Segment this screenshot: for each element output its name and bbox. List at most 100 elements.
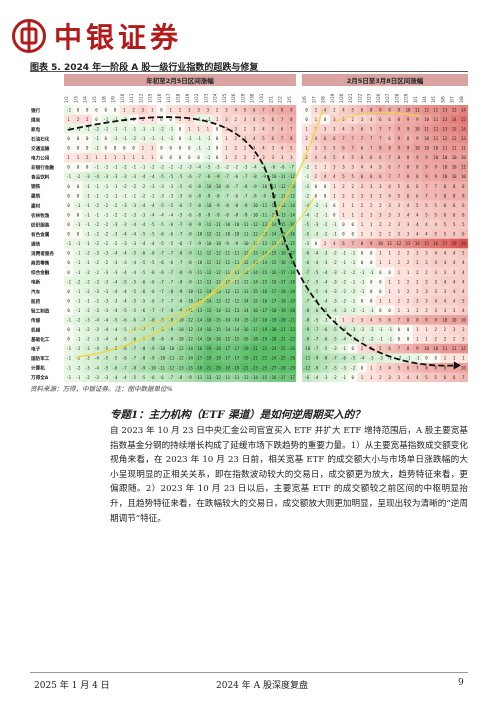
cell-value: -6: [150, 251, 155, 256]
heat-cell: [412, 210, 423, 220]
heat-cell: [91, 200, 102, 211]
cell-value: -10: [214, 241, 222, 246]
heat-cell: [320, 171, 330, 182]
cell-value: -9: [187, 279, 192, 284]
heat-cell: [366, 238, 376, 249]
heat-cell: [338, 171, 349, 182]
heat-cell: [249, 267, 260, 278]
cell-value: 15: [461, 117, 466, 122]
row-label: 电新: [31, 279, 41, 286]
date-tick-label: 3/8: [459, 96, 464, 103]
heat-cell: [64, 305, 74, 316]
cell-value: 8: [416, 318, 419, 323]
heat-cell: [458, 162, 468, 173]
heat-cell: [119, 229, 130, 239]
cell-value: -21: [278, 327, 286, 332]
heat-cell: [138, 353, 148, 364]
cell-value: 0: [86, 136, 89, 141]
heat-cell: [302, 257, 312, 268]
cell-value: 0: [352, 232, 355, 237]
heat-cell: [221, 162, 232, 173]
heat-cell: [128, 305, 139, 316]
cell-value: -1: [94, 212, 99, 217]
heat-cell: [258, 143, 269, 153]
heat-cell: [277, 315, 287, 325]
cell-value: 0: [160, 146, 163, 151]
cell-value: -3: [215, 165, 220, 170]
heat-cell: [175, 143, 185, 153]
cell-value: -12: [269, 203, 277, 208]
cell-value: -5: [178, 193, 183, 198]
cell-value: 1: [151, 117, 154, 122]
cell-value: 9: [435, 318, 438, 323]
cell-value: 2: [132, 107, 135, 112]
cell-value: -2: [122, 165, 127, 170]
cell-value: -2: [341, 289, 346, 294]
cell-value: 10: [378, 241, 383, 246]
heat-cell: [449, 267, 459, 278]
cell-value: -11: [232, 375, 240, 380]
cell-value: -1: [103, 126, 108, 131]
heat-cell: [258, 286, 269, 297]
cell-value: 2: [425, 308, 428, 313]
heat-cell: [184, 286, 195, 297]
heat-cell: [64, 248, 74, 259]
heat-cell: [412, 114, 423, 125]
heat-cell: [385, 372, 395, 382]
cell-value: 6: [462, 232, 465, 237]
heat-cell: [193, 267, 204, 278]
date-tick-label: 1/4: [83, 96, 88, 103]
heat-cell: [277, 124, 287, 134]
heat-cell: [440, 305, 450, 316]
heat-cell: [175, 124, 185, 134]
heat-cell: [258, 372, 269, 382]
heat-cell: [412, 362, 423, 373]
date-tick-label: 1/18: [176, 93, 181, 103]
cell-value: -3: [94, 375, 99, 380]
heat-cell: [338, 200, 349, 211]
yellow-trend-line: [75, 110, 324, 358]
heat-cell: [431, 267, 441, 278]
cell-value: -1: [168, 126, 173, 131]
cell-value: 3: [234, 126, 237, 131]
heat-cell: [184, 181, 195, 192]
cell-value: -16: [269, 375, 277, 380]
cell-value: -2: [323, 232, 328, 237]
heat-cell: [128, 286, 139, 297]
cell-value: 1: [352, 203, 355, 208]
cell-value: -6: [159, 270, 164, 275]
heat-cell: [449, 324, 459, 335]
heat-cell: [249, 238, 260, 249]
cell-value: 6: [462, 203, 465, 208]
cell-value: -2: [396, 356, 401, 361]
heat-cell: [73, 343, 83, 354]
heat-cell: [348, 372, 358, 382]
heat-cell: [431, 305, 441, 316]
heat-cell: [73, 114, 83, 125]
row-label: 电力公用: [31, 155, 50, 162]
cell-value: 4: [444, 260, 447, 265]
cell-value: 10: [452, 174, 457, 179]
cell-value: 2: [253, 155, 256, 160]
cell-value: 4: [416, 212, 419, 217]
heat-cell: [338, 114, 349, 125]
cell-value: -17: [260, 308, 268, 313]
heat-cell: [240, 248, 250, 259]
heat-cell: [329, 181, 340, 192]
cell-value: -3: [313, 222, 318, 227]
cell-value: 1: [370, 232, 373, 237]
cell-value: 4: [435, 251, 438, 256]
heat-cell: [249, 276, 260, 287]
heat-cell: [110, 353, 120, 364]
cell-value: -2: [350, 270, 355, 275]
heat-cell: [156, 133, 167, 144]
heat-cell: [311, 181, 321, 192]
cell-value: 4: [342, 126, 345, 131]
cell-value: -4: [304, 203, 309, 208]
cell-value: 0: [361, 365, 364, 370]
cell-value: -6: [122, 346, 127, 351]
cell-value: 10: [424, 117, 429, 122]
cell-value: -1: [323, 212, 328, 217]
heat-cell: [212, 143, 222, 153]
row-label: 煤炭: [31, 116, 41, 123]
